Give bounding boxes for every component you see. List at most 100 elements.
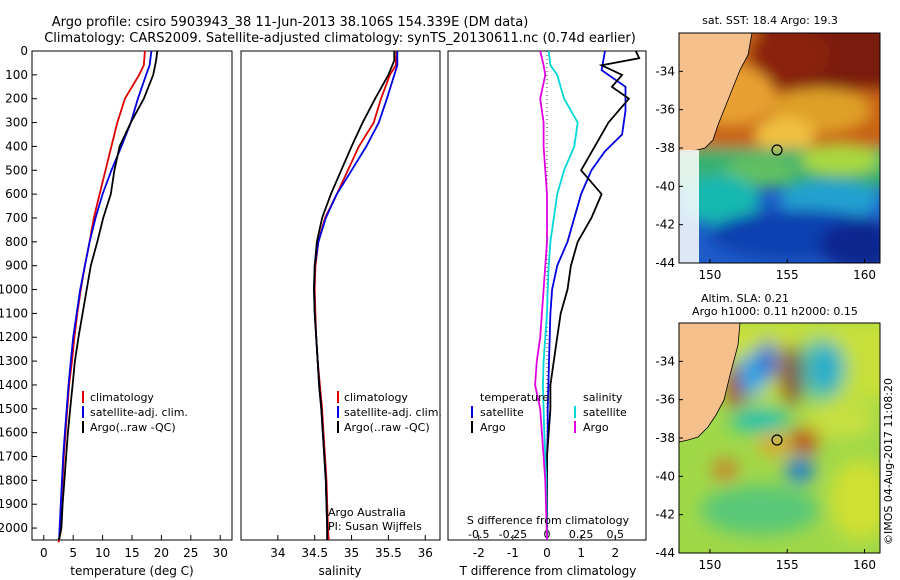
y-tick-label: 1300 bbox=[0, 354, 28, 368]
sst-map-ticks: 150 155 160 -34 -36 -38 -40 -42 -44 bbox=[655, 64, 876, 282]
sst-argo-position-marker bbox=[771, 144, 783, 156]
series-line-3 bbox=[534, 50, 548, 541]
difference-x-axis: -2 -1 0 1 2-0.5 -0.25 0 0.25 0.5 bbox=[468, 528, 624, 560]
depth-axis: 0 100 200 300 400 500 600 700 800 900 1000 1100 1200… bbox=[0, 44, 37, 535]
map-x-tick-label: 160 bbox=[853, 558, 876, 572]
map-y-tick-label: -44 bbox=[655, 256, 675, 270]
x-tick-label: -2 bbox=[473, 546, 485, 560]
annotation-argo-australia: Argo Australia bbox=[328, 506, 406, 519]
y-tick-label: 1100 bbox=[0, 306, 28, 320]
s-tick-label: 0.5 bbox=[607, 528, 625, 541]
series-line-2 bbox=[57, 50, 159, 541]
x-tick-label: 0 bbox=[543, 546, 551, 560]
title-line1: Argo profile: csiro 5903943_38 11-Jun-20… bbox=[52, 15, 529, 30]
sla-coastline bbox=[678, 322, 741, 443]
y-tick-label: 100 bbox=[5, 68, 28, 82]
legend-salinity-title: salinity bbox=[583, 391, 623, 404]
y-tick-label: 1400 bbox=[0, 378, 28, 392]
salinity-legend: climatology satellite-adj. clim. Argo(..… bbox=[337, 391, 442, 434]
x-tick-label: 15 bbox=[124, 546, 139, 560]
difference-legend: temperature salinity satellite Argo sate… bbox=[471, 391, 627, 434]
series-line-1 bbox=[58, 50, 153, 541]
x-tick-label: 30 bbox=[213, 546, 228, 560]
temperature-xlabel: temperature (deg C) bbox=[70, 564, 193, 578]
y-tick-label: 900 bbox=[5, 259, 28, 273]
s-tick-label: -0.25 bbox=[499, 528, 527, 541]
temperature-legend: climatology satellite-adj. clim. Argo(..… bbox=[82, 391, 188, 434]
y-tick-label: 1900 bbox=[0, 497, 28, 511]
y-tick-label: 1500 bbox=[0, 402, 28, 416]
map-y-tick-label: -44 bbox=[655, 546, 675, 560]
temperature-panel: 0100200300400500600700800900100011001200… bbox=[0, 44, 233, 578]
legend-argo: Argo(..raw -QC) bbox=[90, 421, 176, 434]
legend-t-satellite: satellite bbox=[480, 406, 524, 419]
y-tick-label: 800 bbox=[5, 235, 28, 249]
map-x-tick-label: 155 bbox=[776, 558, 799, 572]
series-line-1 bbox=[546, 50, 641, 540]
annotation-pi: PI: Susan Wijffels bbox=[328, 520, 422, 533]
x-tick-label: 35.5 bbox=[375, 546, 402, 560]
s-tick-label: -0.5 bbox=[468, 528, 489, 541]
series-line-2 bbox=[313, 51, 396, 540]
legend-t-argo: Argo bbox=[480, 421, 506, 434]
sst-map-title: sat. SST: 18.4 Argo: 19.3 bbox=[702, 14, 838, 27]
y-tick-label: 400 bbox=[5, 139, 28, 153]
map-x-tick-label: 160 bbox=[853, 268, 876, 282]
y-tick-label: 700 bbox=[5, 211, 28, 225]
map-x-tick-label: 150 bbox=[698, 268, 721, 282]
legend-climatology: climatology bbox=[90, 391, 154, 404]
map-y-tick-label: -38 bbox=[655, 431, 675, 445]
map-y-tick-label: -34 bbox=[655, 354, 675, 368]
y-tick-label: 1700 bbox=[0, 450, 28, 464]
y-tick-label: 1200 bbox=[0, 330, 28, 344]
y-tick-label: 2000 bbox=[0, 521, 28, 535]
sla-map-title-line1: Altim. SLA: 0.21 bbox=[701, 292, 789, 305]
sla-map-title-line2: Argo h1000: 0.11 h2000: 0.15 bbox=[692, 305, 858, 318]
temperature-series bbox=[57, 50, 159, 543]
x-tick-label: 5 bbox=[69, 546, 77, 560]
sla-land bbox=[679, 323, 740, 442]
x-tick-label: 1 bbox=[577, 546, 585, 560]
salinity-panel: 34 34.5 35 35.5 36 climatology satellite-adj… bbox=[240, 50, 442, 578]
legend-s-argo: Argo bbox=[583, 421, 609, 434]
x-tick-label: -1 bbox=[507, 546, 519, 560]
title-line2: Climatology: CARS2009. Satellite-adjuste… bbox=[44, 31, 636, 46]
map-y-tick-label: -40 bbox=[655, 179, 675, 193]
sla-map-ticks: 150 155 160 -34 -36 -38 -40 -42 -44 bbox=[655, 354, 876, 572]
y-tick-label: 600 bbox=[5, 187, 28, 201]
salinity-x-axis: 34 34.5 35 35.5 36 bbox=[270, 535, 433, 560]
y-tick-label: 1600 bbox=[0, 426, 28, 440]
legend-s-satellite: satellite bbox=[583, 406, 627, 419]
map-x-tick-label: 155 bbox=[776, 268, 799, 282]
map-y-tick-label: -36 bbox=[655, 393, 675, 407]
difference-series bbox=[534, 50, 641, 541]
salinity-series bbox=[313, 50, 399, 541]
map-y-tick-label: -40 bbox=[655, 469, 675, 483]
s-difference-label: S difference from climatology bbox=[467, 514, 630, 527]
credit: ©IMOS 04-Aug-2017 11:08:20 bbox=[882, 378, 895, 545]
x-tick-label: 36 bbox=[418, 546, 433, 560]
y-tick-label: 1800 bbox=[0, 473, 28, 487]
map-y-tick-label: -42 bbox=[655, 218, 675, 232]
x-tick-label: 34 bbox=[270, 546, 285, 560]
legend-argo: Argo(..raw -QC) bbox=[344, 421, 430, 434]
map-y-tick-label: -42 bbox=[655, 508, 675, 522]
sla-argo-position-marker bbox=[771, 434, 783, 446]
sla-map-panel: Altim. SLA: 0.21 Argo h1000: 0.11 h2000:… bbox=[655, 292, 881, 572]
y-tick-label: 1000 bbox=[0, 283, 28, 297]
map-y-tick-label: -36 bbox=[655, 103, 675, 117]
difference-panel: -2 -1 0 1 2-0.5 -0.25 0 0.25 0.5 temperature sal… bbox=[447, 50, 647, 578]
s-tick-label: 0.25 bbox=[569, 528, 594, 541]
x-tick-label: 10 bbox=[95, 546, 110, 560]
t-difference-label: T difference from climatology bbox=[459, 564, 637, 578]
map-x-tick-label: 150 bbox=[698, 558, 721, 572]
x-tick-label: 34.5 bbox=[301, 546, 328, 560]
legend-climatology: climatology bbox=[344, 391, 408, 404]
sst-missing-data bbox=[679, 150, 699, 263]
sst-field bbox=[679, 33, 880, 263]
y-tick-label: 500 bbox=[5, 163, 28, 177]
sst-map-panel: sat. SST: 18.4 Argo: 19.3 bbox=[655, 14, 881, 282]
x-tick-label: 2 bbox=[611, 546, 619, 560]
x-tick-label: 35 bbox=[344, 546, 359, 560]
